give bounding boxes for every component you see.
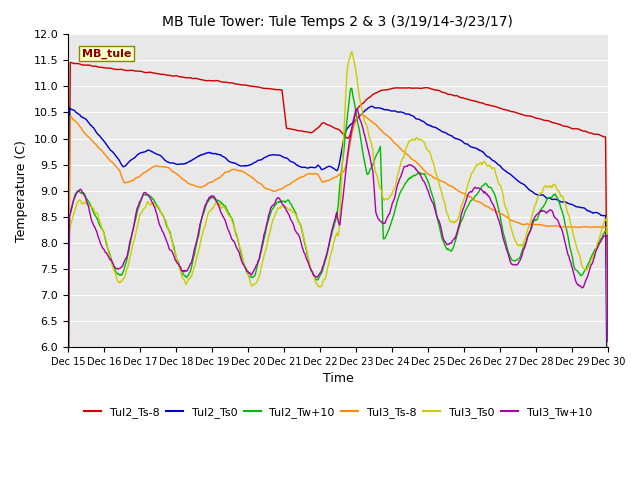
- Y-axis label: Temperature (C): Temperature (C): [15, 140, 28, 241]
- Legend: Tul2_Ts-8, Tul2_Ts0, Tul2_Tw+10, Tul3_Ts-8, Tul3_Ts0, Tul3_Tw+10: Tul2_Ts-8, Tul2_Ts0, Tul2_Tw+10, Tul3_Ts…: [79, 403, 596, 422]
- X-axis label: Time: Time: [323, 372, 353, 385]
- Title: MB Tule Tower: Tule Temps 2 & 3 (3/19/14-3/23/17): MB Tule Tower: Tule Temps 2 & 3 (3/19/14…: [163, 15, 513, 29]
- Text: MB_tule: MB_tule: [81, 48, 131, 59]
